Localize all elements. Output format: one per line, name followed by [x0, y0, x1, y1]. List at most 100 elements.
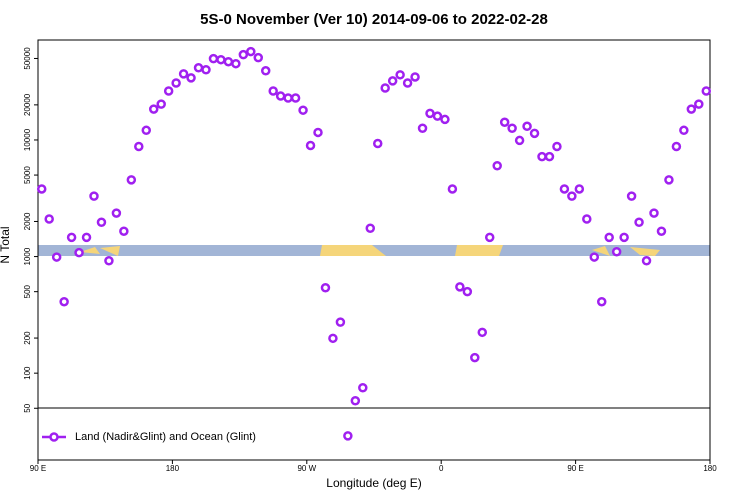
data-point: [201, 65, 211, 75]
data-point: [141, 125, 152, 136]
data-point: [313, 127, 323, 138]
data-point: [148, 104, 159, 114]
data-point: [574, 184, 585, 194]
data-point: [350, 395, 361, 406]
land-patch: [80, 246, 660, 256]
data-point: [626, 191, 637, 201]
data-point: [186, 73, 196, 83]
y-tick-label: 500: [23, 284, 32, 298]
y-tick-label: 10000: [23, 128, 32, 151]
data-point: [119, 226, 129, 236]
surface-band: [38, 245, 710, 256]
data-point: [686, 104, 697, 114]
data-point: [440, 114, 450, 125]
data-point: [671, 141, 682, 152]
legend-marker: [49, 432, 59, 442]
data-point: [604, 232, 614, 243]
data-point: [641, 256, 652, 266]
data-point: [231, 58, 241, 69]
data-point: [81, 232, 92, 243]
data-point: [171, 78, 181, 88]
land-patch: [320, 245, 386, 256]
data-point: [44, 214, 54, 224]
data-point: [260, 66, 271, 76]
y-tick-label: 5000: [23, 166, 32, 184]
data-point: [567, 191, 577, 201]
data-point: [395, 70, 405, 80]
data-point: [36, 184, 47, 194]
data-point: [223, 56, 234, 67]
data-point: [387, 76, 398, 86]
chart-title: 5S-0 November (Ver 10) 2014-09-06 to 202…: [200, 11, 548, 28]
y-tick-label: 50: [23, 403, 32, 412]
data-point: [417, 123, 428, 134]
data-point: [238, 49, 249, 60]
data-point: [51, 252, 62, 262]
data-point: [290, 93, 301, 103]
data-point: [358, 382, 368, 393]
data-point: [372, 138, 383, 149]
data-point: [611, 246, 622, 257]
x-tick-label: 180: [703, 464, 717, 473]
data-point: [96, 217, 107, 227]
plot-frame: [37, 39, 711, 461]
data-point: [402, 78, 413, 88]
data-point: [126, 175, 137, 185]
data-point: [59, 296, 69, 307]
data-point: [193, 63, 204, 73]
data-point: [432, 111, 443, 121]
data-point: [410, 72, 420, 82]
data-point: [552, 141, 562, 152]
data-point: [582, 214, 592, 224]
land-patch: [455, 245, 503, 256]
data-point: [664, 175, 674, 185]
data-point: [477, 327, 488, 338]
data-point: [484, 232, 495, 243]
data-point: [275, 91, 286, 101]
data-point: [447, 184, 458, 194]
data-point: [492, 160, 502, 171]
data-point: [89, 191, 99, 201]
data-point: [365, 223, 376, 233]
y-tick-label: 100: [23, 366, 32, 380]
data-point: [514, 135, 525, 146]
data-point: [216, 54, 226, 65]
data-point: [462, 286, 473, 297]
data-point: [328, 333, 338, 344]
data-point: [425, 108, 435, 119]
data-point: [208, 53, 219, 64]
data-point: [522, 121, 532, 132]
data-point: [596, 296, 607, 307]
y-tick-label: 20000: [23, 93, 32, 116]
data-point: [134, 141, 144, 152]
data-point: [455, 282, 465, 292]
data-point: [544, 151, 555, 162]
legend-label: Land (Nadir&Glint) and Ocean (Glint): [75, 431, 256, 443]
data-point: [537, 151, 547, 162]
x-tick-label: 90 E: [30, 464, 46, 473]
x-tick-label: 180: [166, 464, 180, 473]
data-point: [305, 140, 316, 151]
data-point: [335, 317, 346, 327]
data-point: [320, 283, 331, 293]
data-point: [156, 99, 166, 109]
data-point: [649, 208, 659, 218]
data-point: [268, 86, 278, 96]
data-point: [111, 208, 122, 218]
data-point: [178, 69, 189, 79]
y-axis-label: N Total: [0, 226, 12, 263]
data-point: [74, 247, 84, 258]
data-point: [499, 117, 510, 127]
data-point: [104, 256, 114, 266]
data-point: [529, 128, 540, 139]
data-point: [559, 184, 570, 194]
data-point: [283, 93, 293, 103]
y-tick-label: 2000: [23, 212, 32, 230]
data-point: [679, 125, 689, 136]
data-point: [470, 352, 480, 363]
data-point: [343, 431, 353, 441]
y-tick-label: 50000: [23, 47, 32, 70]
data-point: [656, 226, 667, 236]
y-tick-label: 200: [23, 331, 32, 345]
